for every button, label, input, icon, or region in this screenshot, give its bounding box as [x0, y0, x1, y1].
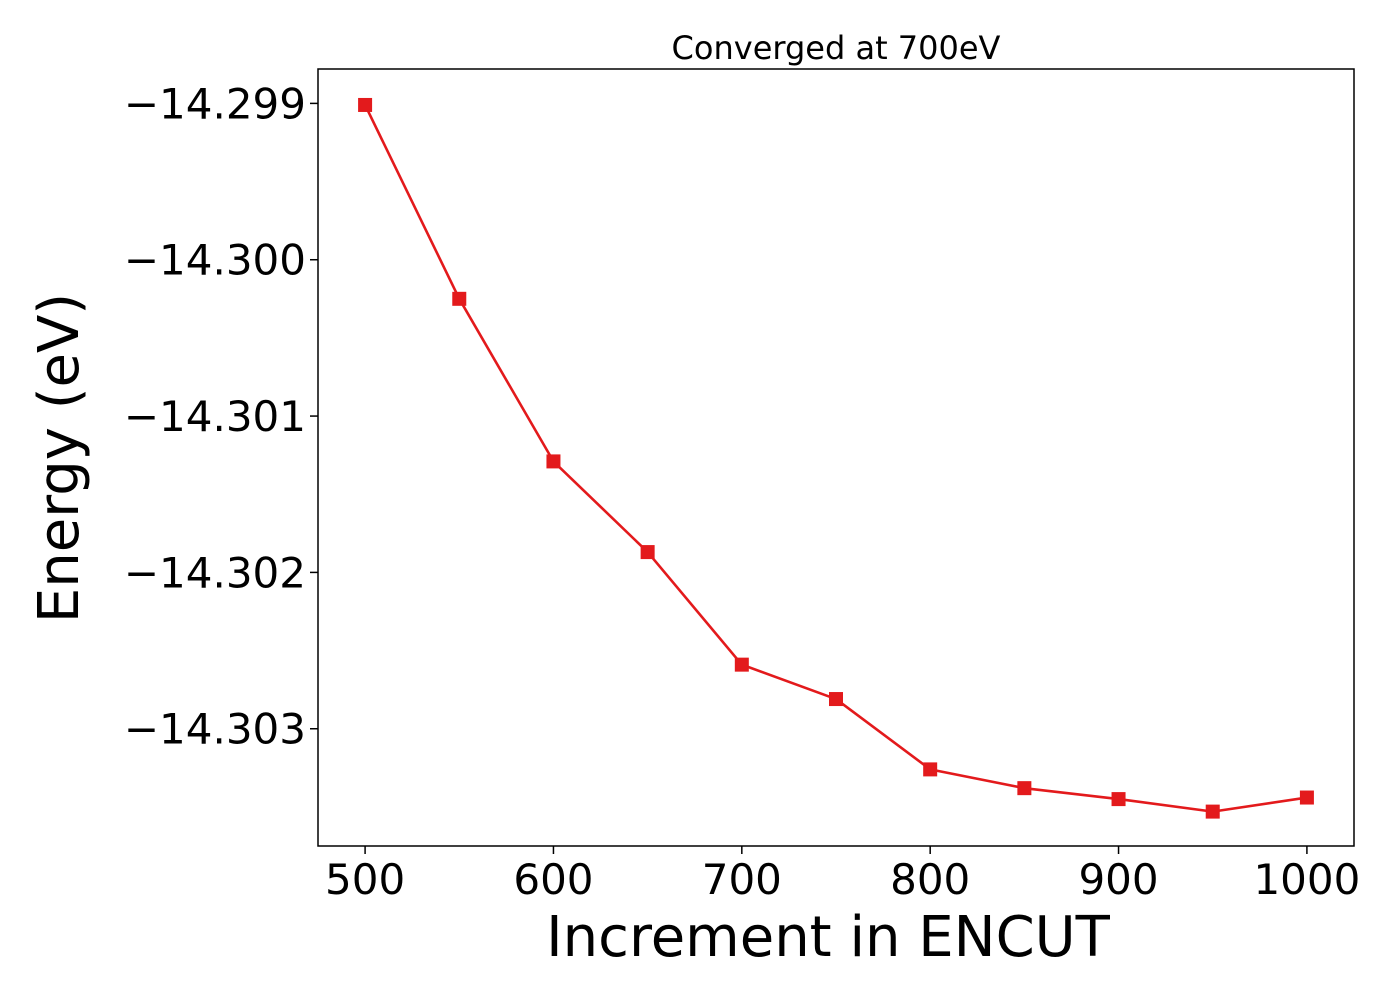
data-point: [1111, 792, 1126, 807]
data-point: [923, 762, 938, 777]
chart-title: Converged at 700eV: [672, 29, 1001, 67]
data-point: [1017, 781, 1032, 796]
x-axis-label: Increment in ENCUT: [546, 905, 1111, 970]
y-axis: −14.299 −14.300 −14.301 −14.302 −14.303: [124, 79, 318, 754]
x-axis: 500 600 700 800 900 1000: [325, 846, 1360, 904]
y-tick-label: −14.299: [124, 79, 306, 128]
data-point: [1205, 804, 1220, 819]
x-tick-label: 900: [1078, 855, 1158, 904]
plot-frame: [317, 68, 1355, 847]
data-point: [829, 692, 843, 707]
series-layer: [358, 97, 1314, 819]
y-tick-label: −14.301: [124, 392, 306, 441]
y-tick-label: −14.300: [124, 236, 306, 285]
data-point: [1299, 790, 1314, 805]
y-tick-label: −14.303: [124, 705, 306, 754]
data-point: [546, 454, 561, 469]
data-point: [640, 545, 655, 560]
y-tick-label: −14.302: [124, 548, 306, 597]
y-axis-label: Energy (eV): [27, 293, 92, 623]
data-point: [358, 97, 373, 112]
x-tick-label: 1000: [1253, 855, 1360, 904]
data-point: [452, 291, 467, 306]
x-tick-label: 700: [702, 855, 782, 904]
x-tick-label: 800: [890, 855, 970, 904]
x-tick-label: 500: [325, 855, 405, 904]
data-point: [734, 657, 749, 672]
x-tick-label: 600: [513, 855, 593, 904]
